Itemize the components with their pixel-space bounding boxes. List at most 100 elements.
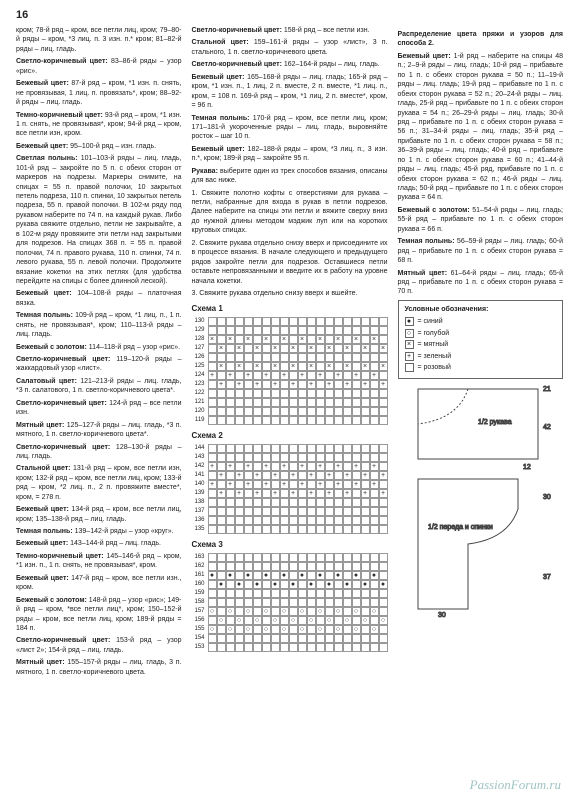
watermark: PassionForum.ru [470, 776, 561, 794]
chart-cell [379, 444, 388, 453]
chart-cell: + [262, 462, 271, 471]
chart-cell [325, 416, 334, 425]
legend-label: = синий [418, 317, 443, 326]
svg-text:12: 12 [523, 464, 531, 471]
bold-label: Бежевый цвет: [192, 74, 245, 81]
column-1: кром; 78-й ряд – кром, все петли лиц, кр… [16, 26, 182, 680]
chart-cell: + [217, 489, 226, 498]
chart-cell [253, 389, 262, 398]
chart-cell [217, 498, 226, 507]
svg-text:37: 37 [543, 574, 551, 581]
chart-cell [325, 407, 334, 416]
chart-cell: ○ [217, 616, 226, 625]
chart-cell [217, 407, 226, 416]
chart-cell [316, 471, 325, 480]
chart-cell [307, 407, 316, 416]
chart-cell [271, 516, 280, 525]
chart-cell: ● [325, 580, 334, 589]
chart-cell: ○ [262, 607, 271, 616]
chart-cell [262, 589, 271, 598]
chart-cell: ○ [334, 607, 343, 616]
chart-cell [325, 525, 334, 534]
chart-cell [289, 625, 298, 634]
chart-cell: ● [271, 580, 280, 589]
chart-cell: ○ [343, 616, 352, 625]
chart-cell: ○ [226, 607, 235, 616]
chart-cell [361, 326, 370, 335]
chart-row-number: 138 [192, 498, 208, 507]
chart-row-number: 126 [192, 353, 208, 362]
chart-cell [244, 598, 253, 607]
chart-cell [325, 516, 334, 525]
chart-cell [352, 589, 361, 598]
chart-cell: ● [370, 571, 379, 580]
chart-cell [208, 471, 217, 480]
chart-cell: + [235, 471, 244, 480]
chart-cell: ● [217, 580, 226, 589]
chart-cell [361, 444, 370, 453]
chart-cell [226, 380, 235, 389]
chart-cell [334, 317, 343, 326]
chart-cell [253, 335, 262, 344]
chart-cell [352, 562, 361, 571]
chart-cell [316, 616, 325, 625]
chart-cell [343, 643, 352, 652]
chart-cell: ● [334, 571, 343, 580]
chart-cell [217, 589, 226, 598]
chart-cell [271, 416, 280, 425]
chart-cell [208, 516, 217, 525]
paragraph: Бежевый цвет: 87-й ряд – кром, *1 изн. п… [16, 79, 182, 107]
chart-cell [217, 643, 226, 652]
chart-row-number: 155 [192, 625, 208, 634]
chart-cell [325, 353, 334, 362]
chart-cell [361, 389, 370, 398]
bold-label: Светло-коричневый цвет: [16, 58, 108, 65]
chart-cell: × [352, 335, 361, 344]
chart-cell [235, 634, 244, 643]
chart-cell: × [262, 335, 271, 344]
chart-cell [235, 571, 244, 580]
chart-cell [262, 317, 271, 326]
chart-cell: + [379, 489, 388, 498]
chart-cell [370, 317, 379, 326]
chart-cell [379, 398, 388, 407]
chart-cell: ● [379, 580, 388, 589]
chart-cell [262, 634, 271, 643]
chart-row-number: 161 [192, 571, 208, 580]
chart-cell [208, 498, 217, 507]
chart-cell [370, 326, 379, 335]
chart-cell [226, 326, 235, 335]
chart-cell [262, 362, 271, 371]
chart-cell [217, 462, 226, 471]
paragraph: Светло-коричневый цвет: 128–130-й ряды –… [16, 443, 182, 462]
chart-cell [208, 507, 217, 516]
chart-cell [352, 407, 361, 416]
chart-cell: + [334, 462, 343, 471]
chart-cell [298, 407, 307, 416]
chart-cell [361, 634, 370, 643]
chart-cell [361, 589, 370, 598]
chart-cell [280, 516, 289, 525]
chart-cell: + [307, 489, 316, 498]
chart-cell [334, 580, 343, 589]
chart-cell [325, 371, 334, 380]
chart-cell [370, 589, 379, 598]
chart-cell: + [343, 471, 352, 480]
chart-row-number: 143 [192, 453, 208, 462]
chart-cell: × [298, 335, 307, 344]
chart-cell [307, 317, 316, 326]
chart-cell [235, 598, 244, 607]
bold-label: Светло-коричневый цвет: [192, 61, 282, 68]
chart-cell [379, 562, 388, 571]
chart-cell: + [370, 371, 379, 380]
chart-cell [217, 562, 226, 571]
chart-cell [208, 326, 217, 335]
chart-cell [217, 634, 226, 643]
chart-cell [298, 380, 307, 389]
chart-cell [280, 498, 289, 507]
chart-cell [289, 371, 298, 380]
chart-cell [325, 607, 334, 616]
chart-cell [361, 562, 370, 571]
chart-row-number: 144 [192, 444, 208, 453]
svg-text:1/2 рукава: 1/2 рукава [478, 419, 512, 426]
